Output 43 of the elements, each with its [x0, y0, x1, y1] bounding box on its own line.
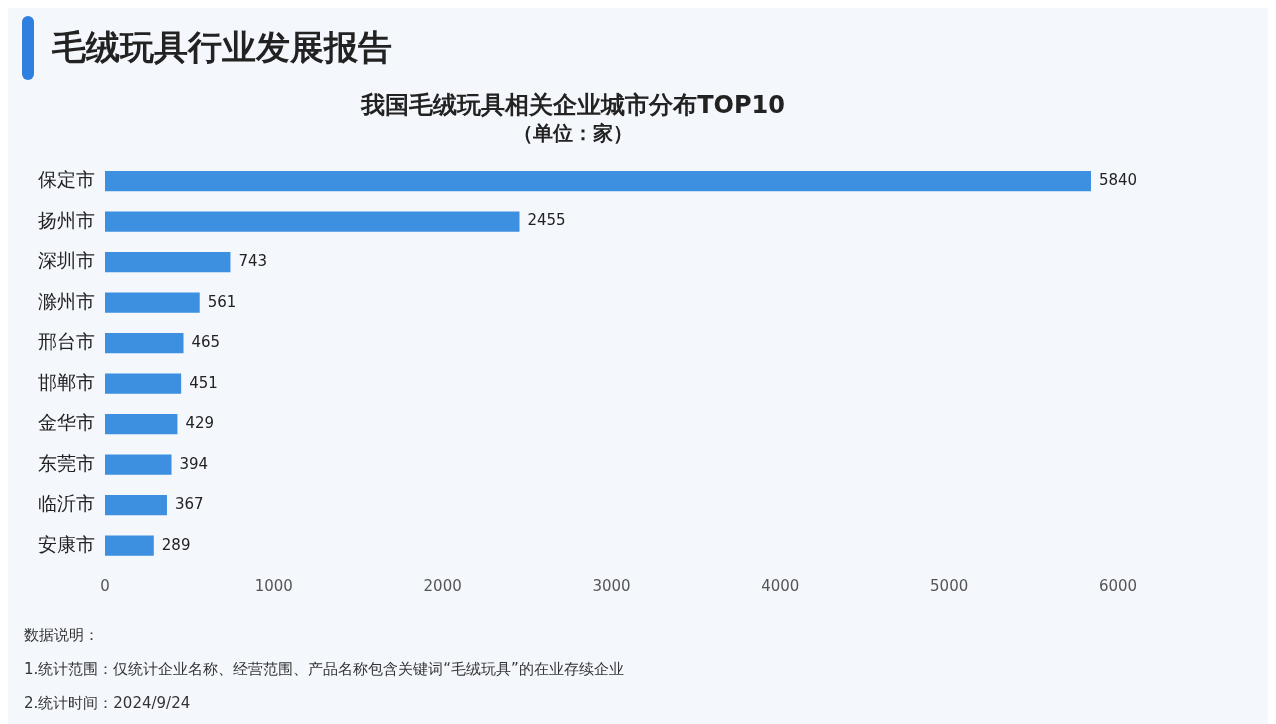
y-tick-label: 东莞市	[38, 451, 95, 474]
y-tick-label: 扬州市	[38, 208, 95, 231]
data-label: 465	[191, 333, 221, 352]
x-tick-label: 0	[100, 576, 110, 595]
x-tick-label: 1000	[254, 576, 293, 595]
bar	[105, 495, 167, 516]
bar	[105, 211, 520, 232]
x-tick-label: 6000	[1098, 576, 1138, 595]
text: 2.统计时间：2024/9/24	[24, 693, 192, 714]
chart-title: 我国毛绒玩具相关企业城市分布TOP10	[360, 90, 785, 119]
y-tick-label: 滁州市	[38, 289, 95, 312]
bar	[105, 414, 178, 435]
y-tick-label: 临沂市	[38, 492, 95, 515]
data-label: 5840	[1098, 170, 1138, 189]
data-label: 429	[185, 414, 215, 433]
x-tick-label: 2000	[423, 576, 462, 595]
bar	[105, 535, 154, 556]
data-label: 743	[238, 251, 268, 270]
text: 数据说明：	[24, 625, 100, 646]
bar	[105, 373, 182, 394]
bar	[105, 251, 231, 273]
data-label: 289	[161, 535, 191, 554]
bar	[105, 292, 200, 313]
y-tick-label: 安康市	[38, 532, 95, 555]
x-tick-label: 5000	[930, 576, 969, 595]
bar	[105, 170, 1091, 192]
text: 1.统计范围：仅统计企业名称、经营范围、产品名称包含关键词“毛绒玩具”的在业存续企业	[24, 659, 625, 680]
y-tick-label: 深圳市	[38, 249, 95, 272]
x-tick-label: 4000	[761, 576, 800, 595]
data-label: 561	[207, 292, 237, 311]
bar	[105, 333, 184, 354]
data-label: 2455	[527, 211, 566, 230]
text: 毛绒玩具行业发展报告	[52, 26, 392, 69]
data-label: 367	[174, 495, 204, 514]
x-tick-label: 3000	[592, 576, 631, 595]
bar	[105, 454, 172, 475]
data-label: 451	[189, 373, 218, 392]
data-label: 394	[179, 454, 209, 473]
y-tick-label: 邢台市	[38, 330, 95, 353]
chart-subtitle: （单位：家）	[513, 121, 633, 145]
y-tick-label: 金华市	[38, 411, 95, 434]
y-tick-label: 保定市	[38, 168, 95, 190]
y-tick-label: 邯郸市	[38, 370, 95, 393]
